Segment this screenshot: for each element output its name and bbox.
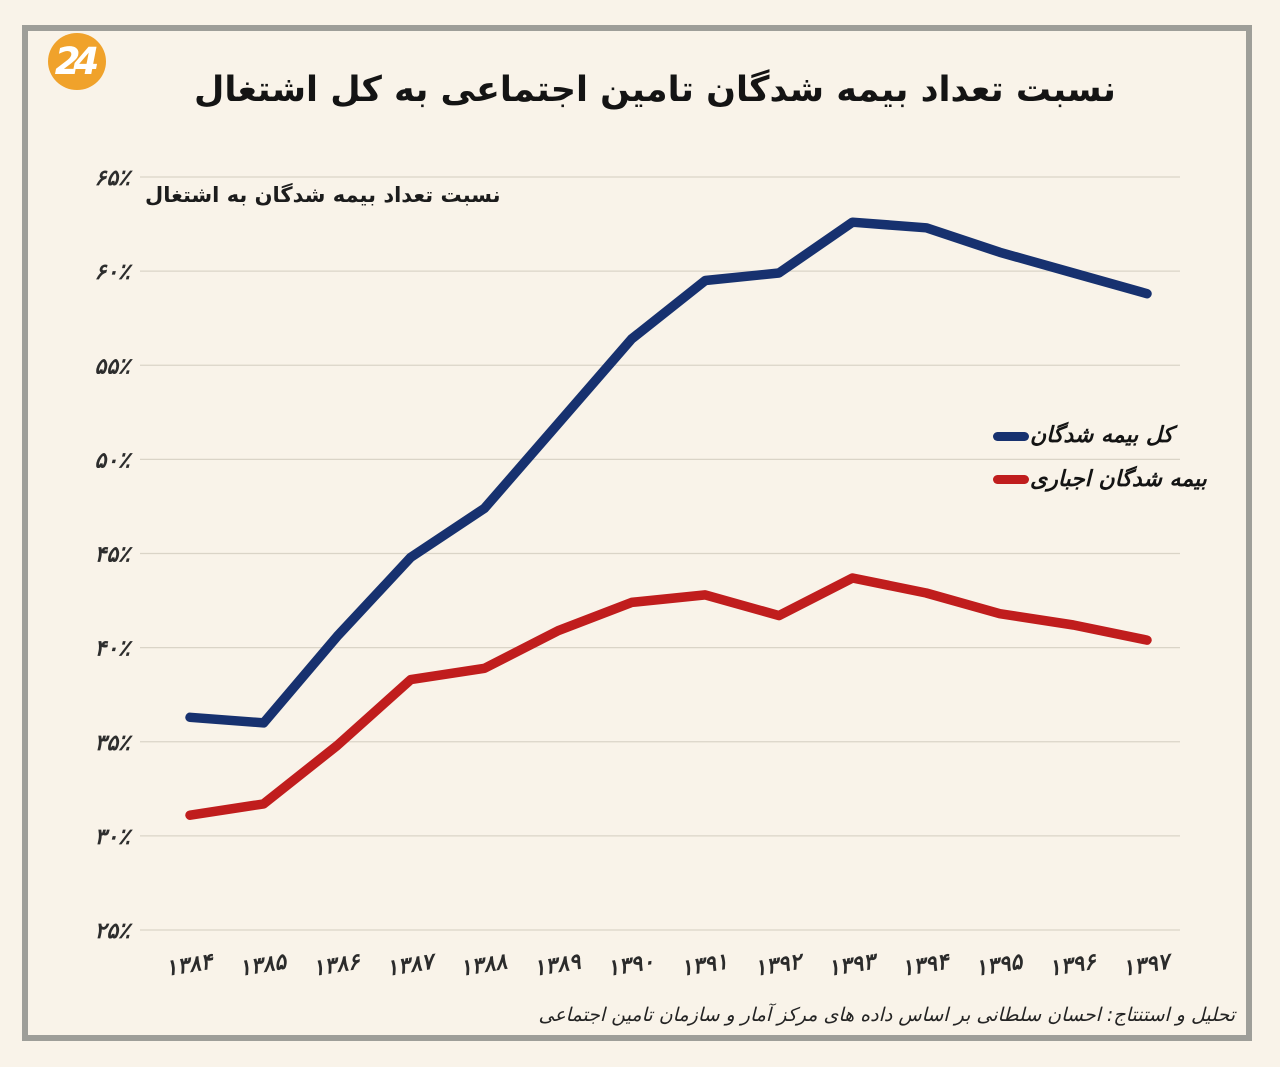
x-tick-label: ۱۳۸۹ [532,949,584,981]
x-tick-label: ۱۳۹۵ [973,949,1026,981]
y-tick-label: ۳۵٪ [95,731,134,756]
logo-24: 24 [48,33,106,90]
source-credit: تحلیل و استنتاج: احسان سلطانی بر اساس دا… [538,1004,1235,1026]
x-tick-label: ۱۳۸۷ [385,949,440,982]
y-tick-label: ۴۵٪ [95,543,134,568]
x-tick-label: ۱۳۸۸ [458,950,509,982]
series-line-compulsory [185,573,1152,820]
chart-title: نسبت تعداد بیمه شدگان تامین اجتماعی به ک… [194,70,1116,110]
legend-label-total: کل بیمه شدگان [1030,423,1174,448]
x-tick-label: ۱۳۹۴ [900,949,953,981]
x-tick-label: ۱۳۸۴ [164,949,217,981]
chart-subtitle: نسبت تعداد بیمه شدگان به اشتغال [145,183,501,207]
y-tick-label: ۶۵٪ [95,166,134,191]
x-tick-label: ۱۳۹۷ [1121,949,1176,982]
legend-item-total: کل بیمه شدگان [993,422,1207,451]
x-tick-label: ۱۳۹۳ [826,949,881,982]
series-line-total [185,217,1152,728]
x-tick-label: ۱۳۸۵ [237,949,290,981]
y-tick-label: ۴۰٪ [95,637,134,662]
x-tick-label: ۱۳۹۶ [1047,949,1100,981]
legend-item-compulsory: بیمه شدگان اجباری [993,466,1207,495]
y-tick-label: ۵۰٪ [95,448,134,473]
x-tick-label: ۱۳۹۰ [605,950,656,982]
chart-frame [22,25,1252,1041]
y-tick-label: ۵۵٪ [95,354,134,379]
x-tick-label: ۱۳۹۲ [753,949,807,982]
legend-swatch-total [993,431,1029,441]
legend: کل بیمه شدگان بیمه شدگان اجباری [993,422,1207,494]
y-tick-label: ۳۰٪ [95,825,134,850]
legend-label-compulsory: بیمه شدگان اجباری [1030,466,1207,492]
x-tick-label: ۱۳۸۶ [311,949,364,981]
y-tick-label: ۶۰٪ [95,260,134,285]
logo-24-text: 24 [54,40,99,83]
legend-swatch-compulsory [993,475,1029,485]
y-tick-label: ۲۵٪ [95,919,134,944]
x-tick-label: ۱۳۹۱ [679,950,730,982]
